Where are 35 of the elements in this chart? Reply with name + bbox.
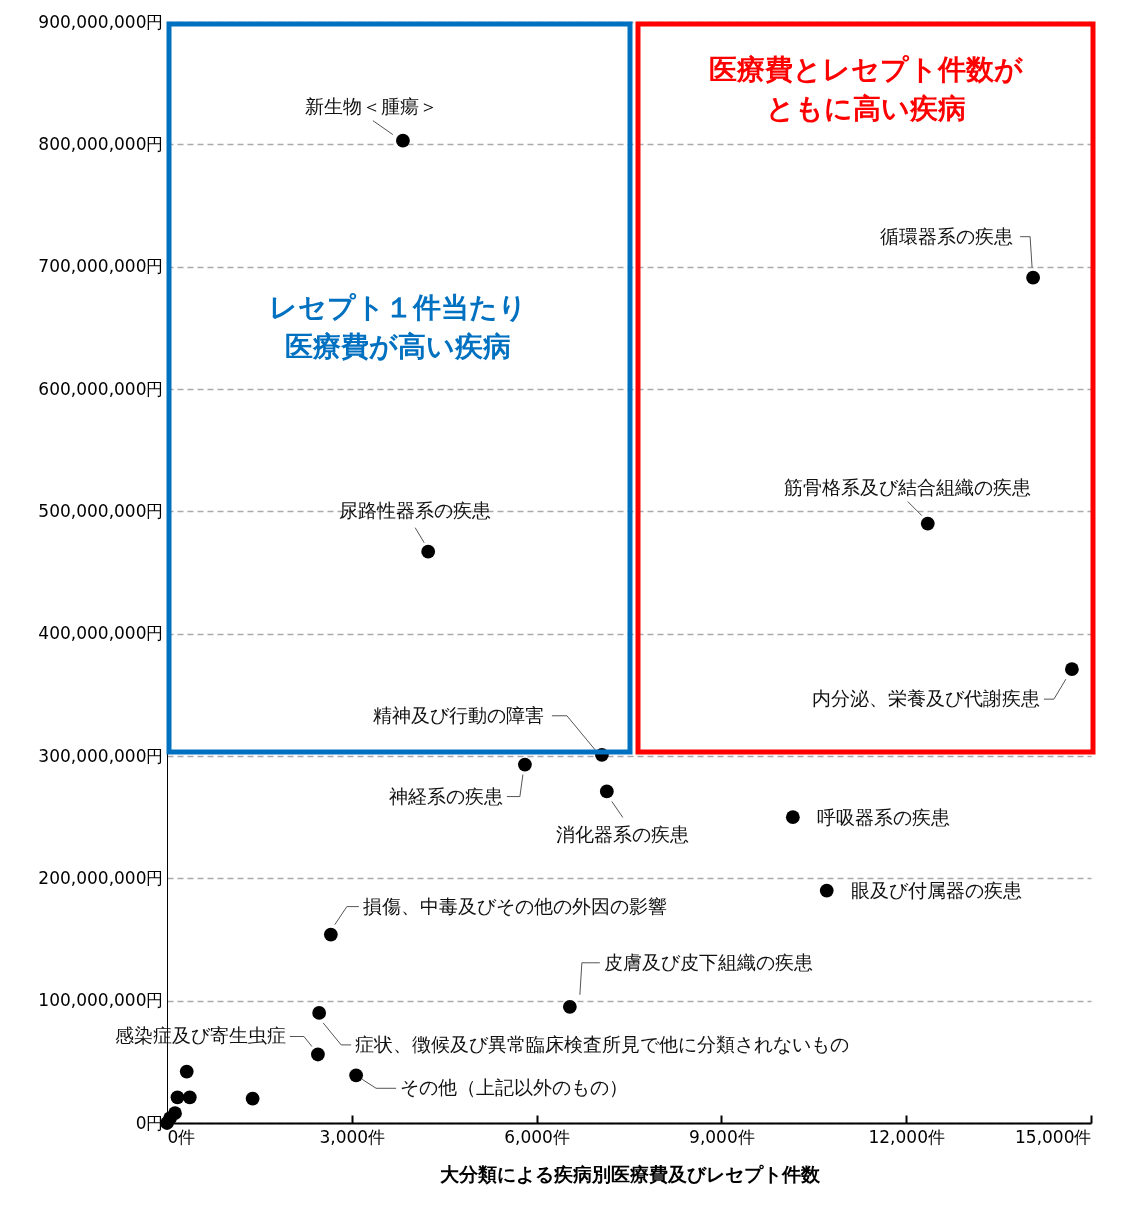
annotation: 皮膚及び皮下組織の疾患 — [603, 950, 813, 973]
x-tick-label: 12,000件 — [868, 1126, 945, 1147]
x-tick-label: 6,000件 — [504, 1126, 570, 1147]
annotation: 新生物＜腫瘍＞ — [305, 94, 439, 117]
y-tick-label: 100,000,000円 — [38, 990, 164, 1011]
annotation: 症状、徴候及び異常臨床検査所見で他に分類されないもの — [355, 1032, 850, 1055]
annotation: 神経系の疾患 — [388, 784, 503, 807]
y-tick-label: 600,000,000円 — [38, 378, 164, 399]
annotation: 医療費とレセプト件数が — [709, 53, 1024, 86]
x-tick-label: 15,000件 — [1015, 1126, 1092, 1147]
annotation: 精神及び行動の障害 — [372, 703, 544, 726]
y-tick-label: 400,000,000円 — [38, 623, 164, 644]
y-tick-label: 700,000,000円 — [38, 256, 164, 277]
y-tick-label: 300,000,000円 — [38, 745, 164, 766]
annotation: 筋骨格系及び結合組織の疾患 — [784, 475, 1032, 498]
annotation: 損傷、中毒及びその他の外因の影響 — [362, 894, 667, 917]
annotation: 循環器系の疾患 — [880, 224, 1014, 247]
annotation: 内分泌、栄養及び代謝疾患 — [811, 687, 1040, 710]
x-tick-label: 3,000件 — [319, 1126, 386, 1147]
y-tick-label: 500,000,000円 — [38, 500, 164, 521]
x-axis-title: 大分類による疾病別医療費及びレセプト件数 — [439, 1162, 821, 1185]
x-tick-label: 0件 — [167, 1126, 196, 1147]
annotation: 消化器系の疾患 — [556, 823, 690, 846]
y-tick-label: 0円 — [135, 1112, 164, 1133]
annotation: 尿路性器系の疾患 — [339, 498, 492, 521]
y-tick-label: 200,000,000円 — [38, 867, 164, 888]
x-tick-label: 9,000件 — [689, 1126, 755, 1147]
y-tick-label: 900,000,000円 — [38, 11, 164, 32]
annotation: ともに高い疾病 — [766, 92, 966, 125]
annotation: その他（上記以外のもの） — [400, 1076, 629, 1099]
annotation: 呼吸器系の疾患 — [816, 806, 950, 829]
annotation: 医療費が高い疾病 — [285, 330, 511, 363]
annotation: レセプト１件当たり — [269, 291, 527, 324]
annotation: 眼及び付属器の疾患 — [850, 878, 1022, 901]
y-tick-label: 800,000,000円 — [38, 133, 164, 154]
